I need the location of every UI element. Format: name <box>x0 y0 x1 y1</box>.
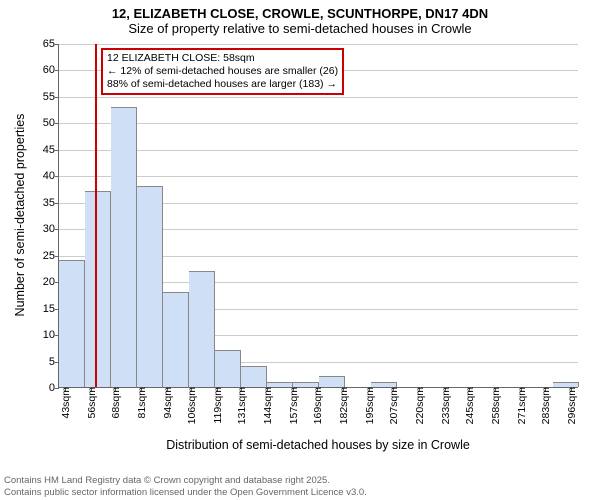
xtick-label: 94sqm <box>160 387 174 419</box>
xtick-label: 43sqm <box>58 387 72 419</box>
ytick-label: 10 <box>43 329 59 341</box>
annotation-box: 12 ELIZABETH CLOSE: 58sqm← 12% of semi-d… <box>101 48 344 95</box>
xtick-label: 245sqm <box>462 387 476 424</box>
annotation-line: 12 ELIZABETH CLOSE: 58sqm <box>107 52 338 65</box>
xtick-label: 81sqm <box>134 387 148 419</box>
ytick-label: 40 <box>43 170 59 182</box>
xtick-label: 157sqm <box>286 387 300 424</box>
xtick-label: 144sqm <box>260 387 274 424</box>
y-axis-label: Number of semi-detached properties <box>13 95 27 335</box>
histogram-bar <box>163 292 189 387</box>
xtick-label: 56sqm <box>84 387 98 419</box>
xtick-label: 220sqm <box>412 387 426 424</box>
ytick-label: 50 <box>43 117 59 129</box>
ytick-label: 30 <box>43 223 59 235</box>
ytick-label: 5 <box>49 356 59 368</box>
xtick-label: 233sqm <box>438 387 452 424</box>
histogram-bar <box>111 107 137 387</box>
histogram-bar <box>137 186 163 387</box>
ytick-label: 55 <box>43 91 59 103</box>
annotation-line: 88% of semi-detached houses are larger (… <box>107 78 338 91</box>
histogram-bar <box>59 260 85 387</box>
histogram-bar <box>189 271 215 387</box>
xtick-label: 207sqm <box>386 387 400 424</box>
ytick-label: 15 <box>43 303 59 315</box>
xtick-label: 195sqm <box>362 387 376 424</box>
histogram-bar <box>215 350 241 387</box>
ytick-label: 25 <box>43 250 59 262</box>
xtick-label: 283sqm <box>538 387 552 424</box>
ytick-label: 60 <box>43 64 59 76</box>
xtick-label: 106sqm <box>184 387 198 424</box>
ytick-label: 65 <box>43 38 59 50</box>
x-axis-label: Distribution of semi-detached houses by … <box>58 438 578 452</box>
gridline <box>59 44 578 45</box>
xtick-label: 296sqm <box>564 387 578 424</box>
footer-line-1: Contains HM Land Registry data © Crown c… <box>4 475 367 486</box>
annotation-line: ← 12% of semi-detached houses are smalle… <box>107 65 338 78</box>
ytick-label: 45 <box>43 144 59 156</box>
footer-line-2: Contains public sector information licen… <box>4 487 367 498</box>
gridline <box>59 97 578 98</box>
xtick-label: 169sqm <box>310 387 324 424</box>
xtick-label: 131sqm <box>234 387 248 424</box>
histogram-bar <box>85 191 111 387</box>
plot-area: 0510152025303540455055606543sqm56sqm68sq… <box>58 44 578 388</box>
xtick-label: 182sqm <box>336 387 350 424</box>
xtick-label: 258sqm <box>488 387 502 424</box>
histogram-bar <box>241 366 267 387</box>
chart-subtitle: Size of property relative to semi-detach… <box>0 21 600 40</box>
chart-title: 12, ELIZABETH CLOSE, CROWLE, SCUNTHORPE,… <box>0 0 600 21</box>
histogram-bar <box>319 376 345 387</box>
footer-attribution: Contains HM Land Registry data © Crown c… <box>4 475 367 498</box>
ytick-label: 35 <box>43 197 59 209</box>
xtick-label: 119sqm <box>210 387 224 424</box>
xtick-label: 271sqm <box>514 387 528 424</box>
reference-line <box>95 44 97 387</box>
ytick-label: 20 <box>43 276 59 288</box>
xtick-label: 68sqm <box>108 387 122 419</box>
